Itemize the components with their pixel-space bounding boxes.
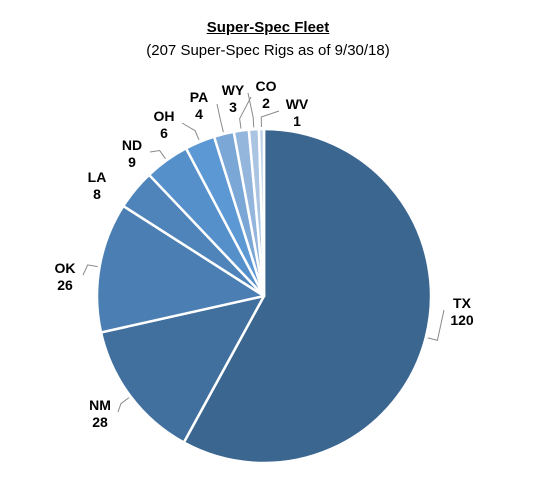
leader-line-pa	[216, 103, 224, 133]
pie-slice-nm	[99, 294, 266, 444]
leader-line-tx	[427, 309, 445, 341]
leader-line-co	[247, 92, 255, 128]
chart-title: Super-Spec Fleet	[206, 19, 330, 36]
pie-slice-wv	[257, 127, 266, 298]
slice-value-ok: 26	[57, 277, 73, 293]
slice-label-wy: WY	[222, 82, 245, 98]
leader-line-ok	[82, 264, 98, 276]
slice-label-pa: PA	[190, 89, 208, 105]
slice-label-tx: TX	[453, 295, 472, 311]
slice-label-ok: OK	[55, 260, 76, 276]
slice-value-la: 8	[93, 186, 101, 202]
slice-value-wy: 3	[229, 99, 237, 115]
slice-label-nm: NM	[89, 397, 111, 413]
pie-slices	[95, 127, 433, 465]
slice-value-wv: 1	[293, 113, 301, 129]
slice-label-wv: WV	[286, 96, 309, 112]
slice-label-la: LA	[88, 169, 107, 185]
leader-line-oh	[181, 122, 200, 141]
slice-value-nm: 28	[92, 414, 108, 430]
leader-line-wv	[260, 110, 280, 128]
slice-label-nd: ND	[122, 137, 142, 153]
leader-line-nm	[117, 397, 130, 413]
slice-label-co: CO	[256, 78, 277, 94]
chart-subtitle: (207 Super-Spec Rigs as of 9/30/18)	[146, 42, 390, 59]
leader-lines	[82, 92, 445, 413]
pie-slice-ok	[95, 204, 266, 334]
slice-value-oh: 6	[160, 125, 168, 141]
slice-label-oh: OH	[154, 108, 175, 124]
slice-value-pa: 4	[195, 106, 203, 122]
leader-line-wy	[239, 96, 252, 129]
slice-value-co: 2	[262, 95, 270, 111]
leader-line-nd	[149, 150, 166, 159]
slice-value-tx: 120	[450, 312, 474, 328]
slice-value-nd: 9	[128, 154, 136, 170]
pie-slice-tx	[182, 127, 433, 465]
